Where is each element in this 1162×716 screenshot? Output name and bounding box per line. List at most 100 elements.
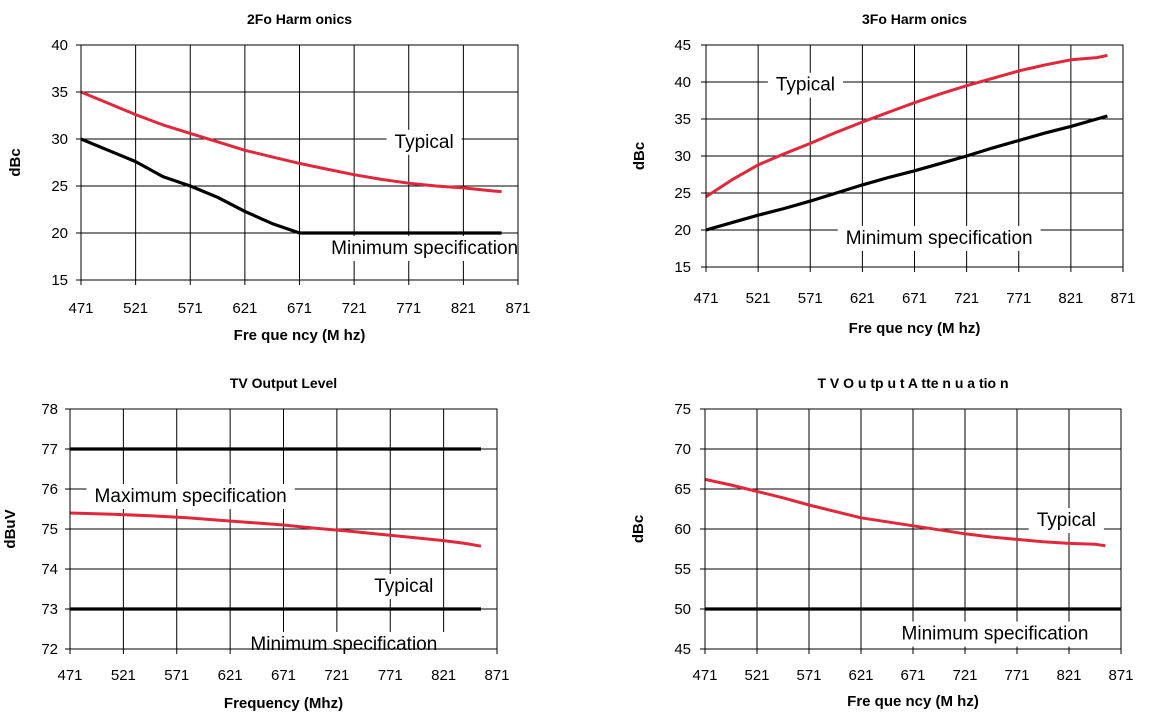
y-tick-label: 30 <box>51 131 68 148</box>
y-tick-label: 35 <box>51 84 68 101</box>
annotation-label: Typical <box>395 132 454 153</box>
chart-title: 2Fo Harm onics <box>247 11 352 27</box>
annotation-background <box>366 574 442 600</box>
x-axis-label: Fre que ncy (M hz) <box>849 320 981 337</box>
y-tick-label: 75 <box>41 521 58 538</box>
y-axis-label: dBc <box>7 148 24 176</box>
x-tick-label: 671 <box>900 667 925 684</box>
y-tick-label: 40 <box>674 74 691 91</box>
annotation-label: Minimum specification <box>331 238 518 259</box>
y-tick-label: 65 <box>674 481 691 498</box>
y-tick-label: 40 <box>51 37 68 54</box>
chart-title: T V O u tp u t A tte n u a tio n <box>817 375 1008 391</box>
y-tick-label: 15 <box>51 272 68 289</box>
x-tick-label: 721 <box>952 667 977 684</box>
x-tick-label: 471 <box>693 290 718 307</box>
annotation-label: Minimum specification <box>250 634 437 655</box>
grid <box>65 408 498 654</box>
annotation-label: Typical <box>776 75 835 96</box>
x-tick-label: 871 <box>1110 290 1135 307</box>
series-annotation: Minimum specification <box>893 621 1097 647</box>
x-tick-label: 721 <box>954 290 979 307</box>
x-tick-label: 671 <box>287 300 312 317</box>
x-tick-label: 821 <box>451 300 476 317</box>
y-tick-label: 73 <box>41 601 58 618</box>
chart-tv-output-level: TV Output Level 72 73 74 75 76 77 78 471 521 571 62… <box>0 358 581 716</box>
chart-title: 3Fo Harm onics <box>862 11 967 27</box>
x-tick-label: 571 <box>798 290 823 307</box>
x-tick-label: 671 <box>902 290 927 307</box>
y-tick-label: 72 <box>41 641 58 658</box>
series-line-typical <box>704 477 1106 548</box>
y-tick-label: 74 <box>41 561 58 578</box>
y-tick-label: 20 <box>51 225 68 242</box>
x-tick-label: 821 <box>431 667 456 684</box>
x-tick-label: 471 <box>57 667 82 684</box>
annotation-label: Minimum specification <box>902 624 1089 645</box>
chart-tv-output-attenuation: T V O u tp u t A tte n u a tio n 45 50 55 60… <box>581 358 1162 716</box>
annotation-label: Typical <box>1037 510 1096 531</box>
annotation-background <box>767 72 843 98</box>
series-annotation: Typical <box>386 129 462 155</box>
series-line-typical <box>80 90 502 194</box>
series-annotation: Minimum specification <box>242 632 446 658</box>
annotation-background <box>323 235 527 261</box>
x-tick-label: 871 <box>505 300 530 317</box>
x-tick-label: 871 <box>484 667 509 684</box>
y-tick-label: 55 <box>674 561 691 578</box>
annotation-background <box>837 225 1041 251</box>
y-tick-label: 77 <box>41 441 58 458</box>
x-tick-label: 771 <box>1006 290 1031 307</box>
y-axis-label: dBc <box>631 142 648 170</box>
y-tick-label: 76 <box>41 481 58 498</box>
plot-area-border <box>69 408 498 650</box>
x-tick-label: 871 <box>1108 667 1133 684</box>
y-tick-label: 30 <box>674 148 691 165</box>
x-tick-label: 621 <box>848 667 873 684</box>
y-tick-label: 45 <box>674 641 691 658</box>
series-line-minimum-specification <box>705 114 1108 232</box>
plot-area-border <box>704 408 1122 650</box>
y-tick-label: 25 <box>674 185 691 202</box>
y-tick-label: 78 <box>41 401 58 418</box>
x-tick-label: 721 <box>324 667 349 684</box>
x-axis-label: Fre que ncy (M hz) <box>847 693 979 710</box>
annotation-background <box>386 129 462 155</box>
annotation-background <box>86 484 295 510</box>
x-tick-label: 571 <box>796 667 821 684</box>
x-tick-label: 721 <box>342 300 367 317</box>
x-tick-label: 521 <box>123 300 148 317</box>
annotation-background <box>1028 508 1104 534</box>
series-line-typical <box>705 53 1108 198</box>
chart-3fo-harmonics: 3Fo Harm onics 15 20 25 30 35 40 45 471 521 571 621… <box>581 0 1162 358</box>
x-tick-label: 521 <box>744 667 769 684</box>
x-tick-label: 521 <box>111 667 136 684</box>
x-tick-label: 571 <box>164 667 189 684</box>
x-tick-label: 521 <box>746 290 771 307</box>
x-axis-label: Frequency (Mhz) <box>224 695 343 712</box>
y-tick-label: 35 <box>674 111 691 128</box>
series-annotation: Minimum specification <box>837 225 1041 251</box>
series-annotation: Maximum specification <box>86 484 295 510</box>
y-tick-label: 70 <box>674 441 691 458</box>
x-tick-label: 771 <box>378 667 403 684</box>
series-line-typical <box>69 511 482 548</box>
x-tick-label: 771 <box>1004 667 1029 684</box>
y-tick-label: 50 <box>674 601 691 618</box>
x-tick-label: 621 <box>850 290 875 307</box>
plot-area-border <box>80 44 519 281</box>
y-tick-label: 25 <box>51 178 68 195</box>
annotation-background <box>242 632 446 658</box>
x-tick-label: 621 <box>218 667 243 684</box>
annotation-label: Maximum specification <box>95 486 287 507</box>
series-annotation: Minimum specification <box>323 235 527 261</box>
y-tick-label: 15 <box>674 259 691 276</box>
y-axis-label: dBuV <box>2 509 19 548</box>
x-tick-label: 621 <box>232 300 257 317</box>
series-line-minimum-specification <box>80 137 502 235</box>
x-tick-label: 471 <box>692 667 717 684</box>
x-tick-label: 821 <box>1056 667 1081 684</box>
y-axis-label: dBc <box>630 515 647 543</box>
series-annotation: Typical <box>1028 508 1104 534</box>
x-tick-label: 771 <box>396 300 421 317</box>
